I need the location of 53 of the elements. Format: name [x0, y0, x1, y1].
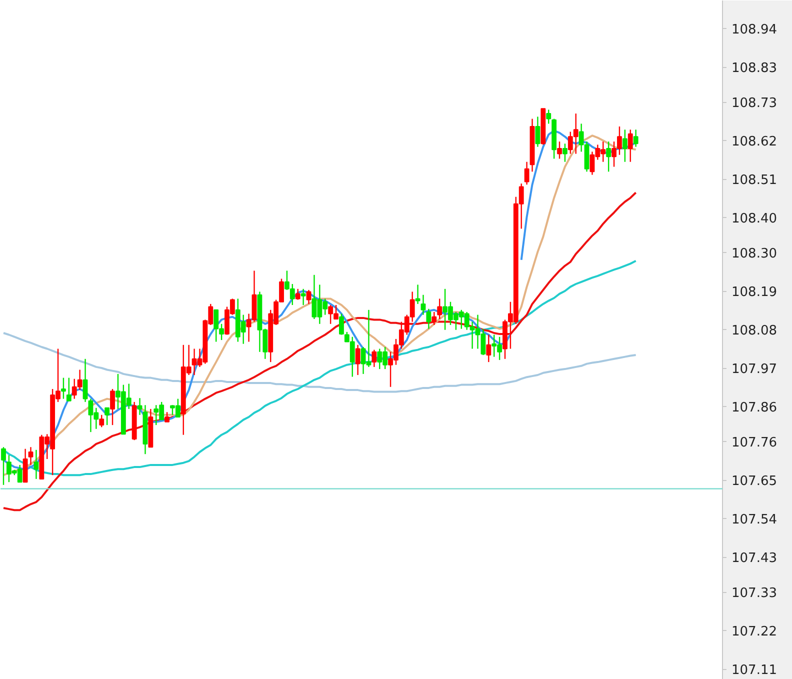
line-series — [2, 332, 637, 393]
y-tick-label: 107.43 — [732, 551, 777, 566]
y-tick-label: 107.65 — [732, 474, 777, 489]
candlestick — [295, 288, 300, 300]
candlestick — [1, 446, 6, 486]
candlestick — [420, 294, 426, 316]
y-tick-label: 108.19 — [732, 285, 777, 300]
candlestick — [372, 349, 377, 368]
y-tick-label: 107.33 — [732, 586, 777, 601]
y-tick-label: 108.51 — [732, 173, 777, 188]
candlestick — [415, 284, 420, 305]
candlestick — [99, 414, 104, 428]
candlestick — [486, 334, 492, 363]
y-tick-label: 108.08 — [732, 324, 777, 338]
candlestick — [339, 313, 344, 336]
y-tick-label: 108.73 — [732, 96, 777, 111]
candlestick — [22, 448, 28, 483]
y-tick-label: 107.76 — [732, 436, 777, 450]
y-tick-label: 108.30 — [732, 246, 777, 262]
candlestick — [164, 412, 170, 422]
candlestick — [562, 143, 568, 162]
y-tick-label: 108.94 — [732, 22, 777, 38]
y-tick-label: 107.86 — [732, 400, 777, 416]
y-tick-label: 107.97 — [732, 362, 777, 377]
candlestick — [426, 308, 432, 330]
y-tick-label: 108.62 — [732, 134, 777, 150]
y-tick-label: 107.22 — [732, 624, 777, 640]
candlestick — [557, 140, 562, 160]
candlestick — [524, 161, 530, 186]
candlestick — [137, 398, 142, 416]
candlestick — [546, 109, 552, 124]
candlestick — [355, 344, 360, 376]
candlestick — [300, 288, 306, 306]
candlestick — [28, 446, 34, 466]
candlestick — [66, 377, 72, 402]
y-tick-label: 108.40 — [732, 212, 777, 226]
candlestick — [104, 407, 110, 426]
candlestick — [61, 377, 66, 400]
candlestick — [306, 289, 312, 305]
candlestick — [437, 298, 442, 320]
candlestick — [535, 116, 540, 148]
candlestick — [628, 129, 633, 162]
candlestick — [622, 129, 628, 162]
candlestick — [34, 449, 39, 480]
candlestick — [82, 358, 88, 403]
candlestick — [633, 129, 638, 148]
line-series — [2, 192, 637, 512]
y-tick-label: 107.11 — [732, 663, 777, 678]
y-tick-label: 107.54 — [732, 512, 777, 528]
y-tick-label: 108.83 — [732, 61, 777, 76]
candlestick — [606, 140, 612, 172]
candlestick — [432, 311, 437, 326]
candlestick — [110, 388, 115, 426]
